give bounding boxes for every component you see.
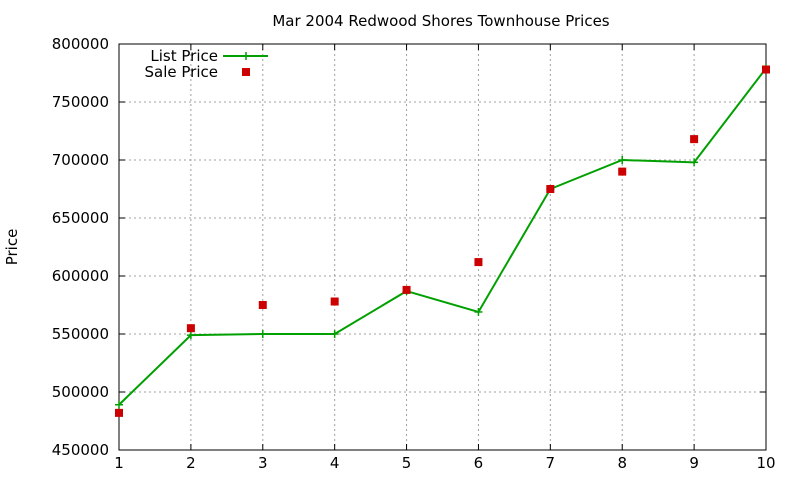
legend-label-sale-price: Sale Price — [145, 63, 218, 81]
list-price-point — [474, 307, 483, 316]
y-tick-label: 750000 — [52, 93, 109, 111]
y-tick-label: 500000 — [52, 383, 109, 401]
list-price-point — [618, 156, 627, 164]
y-tick-label: 800000 — [52, 35, 109, 53]
x-tick-label: 10 — [756, 454, 775, 472]
x-tick-label: 6 — [474, 454, 484, 472]
x-tick-label: 5 — [402, 454, 412, 472]
sale-price-point — [690, 135, 699, 144]
y-tick-label: 700000 — [52, 151, 109, 169]
list-price-point — [186, 331, 195, 340]
legend-swatch-sale-price — [242, 68, 250, 76]
series — [115, 64, 770, 417]
x-tick-label: 4 — [330, 454, 340, 472]
x-tick-label: 7 — [546, 454, 556, 472]
sale-price-point — [186, 324, 195, 333]
sale-price-point — [546, 185, 555, 193]
sale-price-point — [762, 65, 770, 74]
chart-title: Mar 2004 Redwood Shores Townhouse Prices — [272, 12, 609, 30]
y-tick-label: 650000 — [52, 209, 109, 227]
sale-price-point — [258, 301, 267, 309]
list-price-point — [690, 158, 699, 167]
x-tick-label: 1 — [114, 454, 124, 472]
list-price-point — [115, 400, 123, 409]
plot-frame — [118, 43, 767, 451]
ticks: 450000 500000 550000 600000 650000 700000 7500… — [52, 35, 776, 472]
sale-price-point — [330, 297, 339, 306]
y-tick-label: 550000 — [52, 325, 109, 343]
list-price-line — [118, 67, 767, 406]
list-price-point — [258, 330, 267, 338]
x-tick-label: 8 — [617, 454, 627, 472]
x-tick-label: 2 — [186, 454, 196, 472]
x-tick-label: 9 — [689, 454, 699, 472]
sale-price-point — [115, 408, 123, 417]
sale-price-point — [402, 285, 411, 294]
y-axis-title: Price — [3, 229, 21, 266]
legend-label-list-price: List Price — [150, 47, 218, 65]
y-tick-label: 600000 — [52, 267, 109, 285]
list-price-point — [330, 330, 339, 338]
sale-price-point — [618, 167, 627, 176]
y-tick-label: 450000 — [52, 441, 109, 459]
grid — [119, 44, 766, 450]
x-tick-label: 3 — [258, 454, 268, 472]
sale-price-point — [474, 258, 483, 267]
